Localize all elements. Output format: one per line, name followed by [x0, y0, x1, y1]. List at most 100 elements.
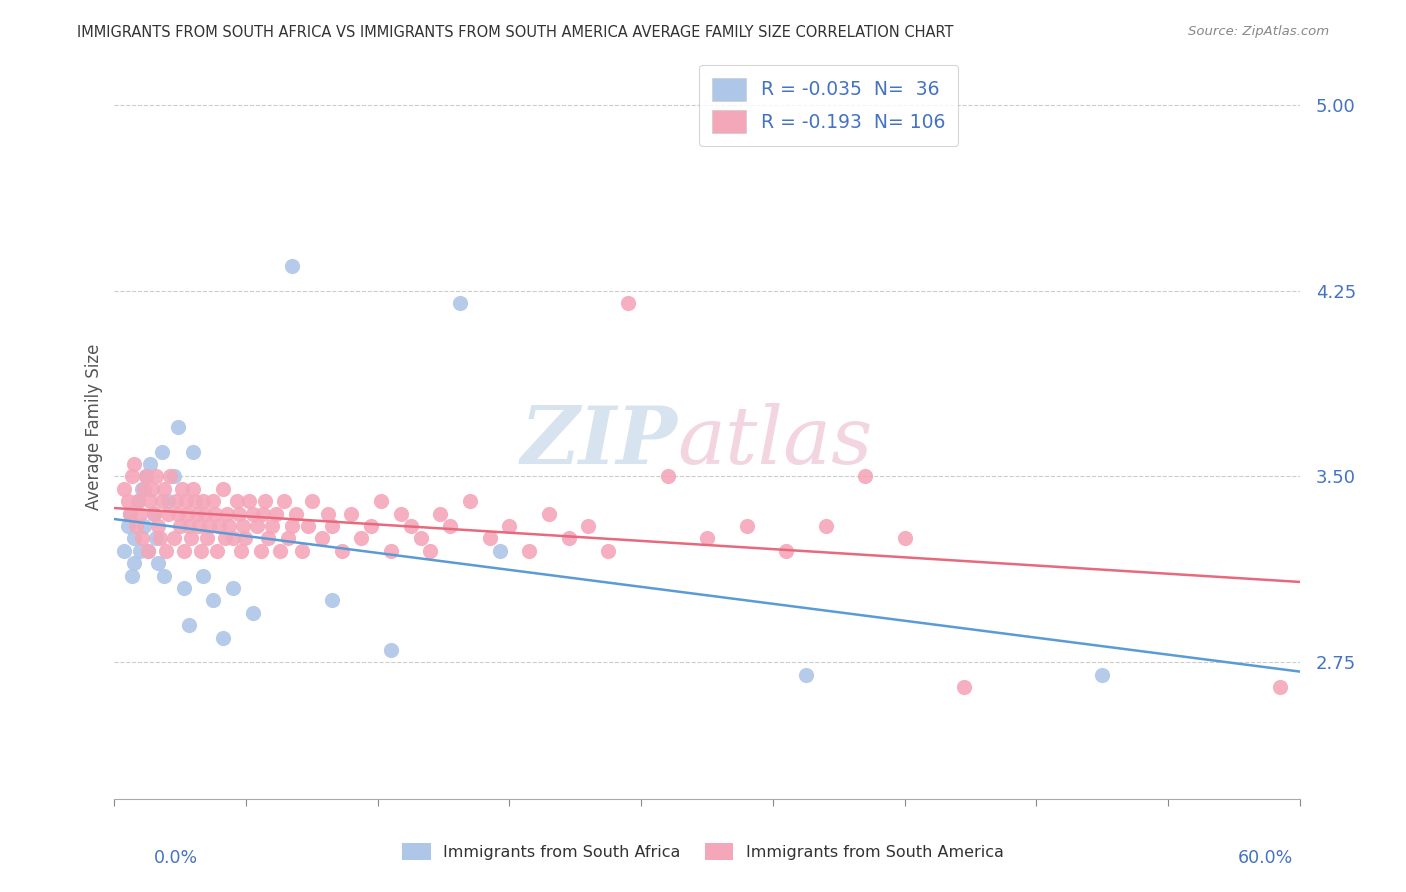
Point	[578, 519, 600, 533]
Point	[409, 532, 432, 546]
Point	[136, 544, 159, 558]
Point	[188, 519, 211, 533]
Point	[120, 507, 142, 521]
Point	[136, 544, 159, 558]
Point	[281, 519, 304, 533]
Point	[152, 482, 174, 496]
Point	[142, 507, 165, 521]
Point	[214, 532, 236, 546]
Point	[297, 519, 319, 533]
Point	[775, 544, 797, 558]
Point	[218, 519, 240, 533]
Point	[156, 494, 179, 508]
Point	[169, 519, 191, 533]
Point	[380, 643, 402, 657]
Point	[281, 259, 304, 273]
Point	[117, 494, 139, 508]
Point	[170, 482, 193, 496]
Point	[853, 469, 876, 483]
Point	[537, 507, 560, 521]
Point	[212, 631, 235, 645]
Point	[179, 519, 201, 533]
Point	[232, 519, 254, 533]
Point	[176, 507, 198, 521]
Point	[953, 680, 976, 694]
Point	[121, 469, 143, 483]
Legend: R = -0.035  N=  36, R = -0.193  N= 106: R = -0.035 N= 36, R = -0.193 N= 106	[699, 64, 959, 146]
Point	[117, 519, 139, 533]
Point	[135, 469, 157, 483]
Point	[252, 507, 274, 521]
Point	[205, 544, 228, 558]
Point	[173, 581, 195, 595]
Point	[156, 507, 179, 521]
Point	[399, 519, 422, 533]
Point	[696, 532, 718, 546]
Text: ZIP: ZIP	[520, 403, 678, 481]
Point	[142, 507, 165, 521]
Point	[291, 544, 314, 558]
Point	[120, 507, 142, 521]
Point	[180, 532, 202, 546]
Point	[380, 544, 402, 558]
Point	[488, 544, 510, 558]
Point	[122, 556, 145, 570]
Y-axis label: Average Family Size: Average Family Size	[86, 343, 103, 510]
Point	[165, 494, 187, 508]
Point	[242, 507, 264, 521]
Point	[389, 507, 412, 521]
Point	[112, 482, 135, 496]
Point	[204, 507, 226, 521]
Point	[893, 532, 915, 546]
Point	[122, 457, 145, 471]
Point	[1091, 667, 1114, 681]
Point	[370, 494, 392, 508]
Point	[127, 494, 149, 508]
Point	[212, 482, 235, 496]
Point	[174, 494, 197, 508]
Point	[193, 494, 215, 508]
Point	[195, 532, 218, 546]
Point	[350, 532, 373, 546]
Point	[246, 519, 269, 533]
Point	[186, 507, 208, 521]
Point	[198, 519, 221, 533]
Point	[129, 544, 152, 558]
Point	[360, 519, 382, 533]
Point	[141, 482, 163, 496]
Point	[429, 507, 451, 521]
Point	[657, 469, 679, 483]
Point	[228, 507, 250, 521]
Point	[558, 532, 581, 546]
Point	[122, 532, 145, 546]
Point	[193, 568, 215, 582]
Point	[253, 494, 276, 508]
Point	[129, 507, 152, 521]
Point	[131, 482, 153, 496]
Point	[273, 494, 295, 508]
Point	[184, 494, 207, 508]
Point	[152, 568, 174, 582]
Point	[242, 606, 264, 620]
Point	[163, 532, 186, 546]
Text: IMMIGRANTS FROM SOUTH AFRICA VS IMMIGRANTS FROM SOUTH AMERICA AVERAGE FAMILY SIZ: IMMIGRANTS FROM SOUTH AFRICA VS IMMIGRAN…	[77, 25, 953, 40]
Point	[132, 482, 155, 496]
Point	[222, 532, 245, 546]
Point	[194, 507, 217, 521]
Point	[262, 519, 284, 533]
Point	[277, 532, 299, 546]
Point	[150, 494, 173, 508]
Point	[249, 544, 271, 558]
Point	[257, 532, 280, 546]
Point	[166, 507, 188, 521]
Point	[183, 482, 205, 496]
Point	[266, 507, 288, 521]
Point	[233, 532, 256, 546]
Point	[478, 532, 501, 546]
Point	[311, 532, 333, 546]
Point	[617, 296, 640, 310]
Point	[149, 532, 172, 546]
Point	[269, 544, 291, 558]
Point	[146, 556, 169, 570]
Point	[439, 519, 461, 533]
